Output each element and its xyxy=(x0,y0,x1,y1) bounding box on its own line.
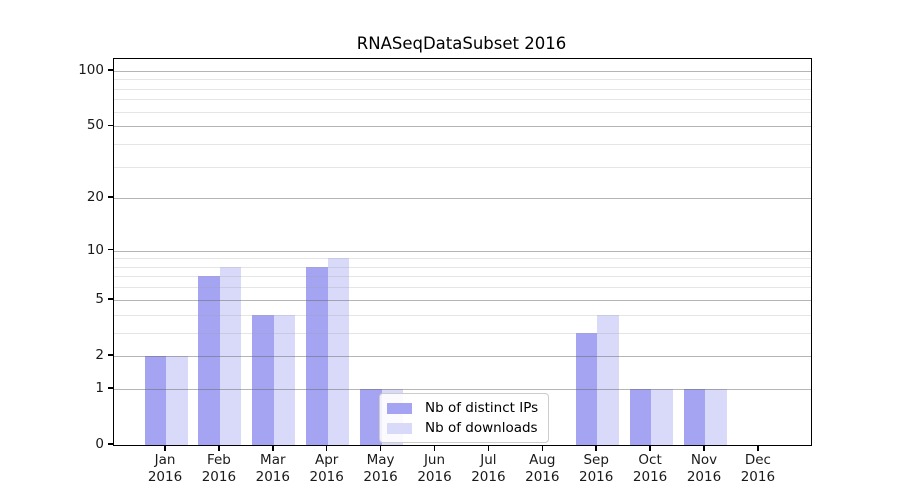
legend-entry-distinct-ips: Nb of distinct IPs xyxy=(387,400,538,416)
gridline-4 xyxy=(114,314,811,316)
y-axis-label-2: 2 xyxy=(95,346,104,363)
bar-sep-downloads xyxy=(597,314,619,445)
x-axis-label-sep: Sep 2016 xyxy=(579,452,614,485)
x-axis-tick-oct xyxy=(649,445,651,451)
gridline-20 xyxy=(114,198,811,200)
x-axis-tick-nov xyxy=(703,445,705,451)
y-axis-tick-20 xyxy=(108,196,113,199)
gridline-80 xyxy=(114,88,811,90)
y-axis-label-20: 20 xyxy=(86,189,104,206)
x-axis-label-jan: Jan 2016 xyxy=(147,452,183,485)
y-axis-tick-0 xyxy=(108,443,113,445)
x-axis-tick-dec xyxy=(757,445,759,451)
x-axis-label-apr: Apr 2016 xyxy=(309,452,344,485)
bar-oct-distinct-ips xyxy=(629,388,652,445)
x-axis-tick-jun xyxy=(433,445,436,451)
y-axis-tick-10 xyxy=(108,248,113,251)
x-axis-tick-may xyxy=(379,445,382,451)
bar-apr-downloads xyxy=(327,258,350,445)
gridline-50 xyxy=(114,126,811,128)
legend-label-distinct-ips: Nb of distinct IPs xyxy=(425,400,539,416)
bar-nov-distinct-ips xyxy=(683,388,705,445)
x-axis-label-mar: Mar 2016 xyxy=(255,452,290,485)
x-axis-tick-feb xyxy=(218,445,220,451)
bar-may-distinct-ips xyxy=(360,388,382,445)
x-axis-label-dec: Dec 2016 xyxy=(740,452,776,485)
chart-title: RNASeqDataSubset 2016 xyxy=(356,34,567,53)
legend-swatch-downloads xyxy=(387,422,412,434)
y-axis-label-100: 100 xyxy=(78,61,104,78)
bar-jan-downloads xyxy=(166,355,188,445)
y-axis-tick-100 xyxy=(108,69,113,71)
y-axis-label-10: 10 xyxy=(86,241,104,258)
gridline-9 xyxy=(114,258,811,260)
y-axis-tick-5 xyxy=(108,297,113,300)
gridline-1 xyxy=(114,388,811,390)
bar-jan-distinct-ips xyxy=(144,355,166,445)
gridline-40 xyxy=(114,143,811,145)
gridline-90 xyxy=(114,79,811,81)
x-axis-tick-apr xyxy=(325,445,328,451)
y-axis-label-1: 1 xyxy=(95,379,104,396)
gridline-7 xyxy=(114,276,811,278)
gridline-6 xyxy=(114,287,811,289)
x-axis-label-nov: Nov 2016 xyxy=(686,452,722,485)
gridline-60 xyxy=(114,111,811,113)
gridline-10 xyxy=(114,250,811,252)
legend-entry-downloads: Nb of downloads xyxy=(387,420,538,436)
x-axis-label-oct: Oct 2016 xyxy=(632,452,668,485)
gridline-100 xyxy=(114,70,811,72)
bar-oct-downloads xyxy=(651,388,673,445)
gridline-8 xyxy=(114,266,811,268)
bar-mar-distinct-ips xyxy=(252,314,274,445)
y-axis-tick-1 xyxy=(108,387,113,389)
y-axis-label-5: 5 xyxy=(95,290,104,307)
x-axis-tick-jul xyxy=(487,445,490,451)
plot-area: Nb of distinct IPs Nb of downloads xyxy=(113,58,812,446)
y-axis-label-50: 50 xyxy=(86,117,104,134)
gridline-5 xyxy=(114,299,811,301)
x-axis-label-jul: Jul 2016 xyxy=(471,452,506,485)
x-axis-tick-jan xyxy=(164,445,166,451)
bar-sep-distinct-ips xyxy=(575,332,598,445)
gridline-3 xyxy=(114,332,811,334)
x-axis-label-aug: Aug 2016 xyxy=(525,452,560,485)
gridline-30 xyxy=(114,166,811,168)
y-axis-tick-50 xyxy=(108,124,113,127)
gridline-2 xyxy=(114,355,811,357)
x-axis-tick-sep xyxy=(595,445,597,451)
bar-feb-downloads xyxy=(219,266,242,445)
x-axis-tick-mar xyxy=(272,445,274,451)
x-axis-label-may: May 2016 xyxy=(363,452,398,485)
x-axis-tick-aug xyxy=(541,445,544,451)
bar-apr-distinct-ips xyxy=(306,266,328,445)
x-axis-label-jun: Jun 2016 xyxy=(417,452,452,485)
y-axis-label-0: 0 xyxy=(95,436,104,452)
bar-mar-downloads xyxy=(273,314,296,445)
legend-swatch-distinct-ips xyxy=(387,402,412,414)
bar-feb-distinct-ips xyxy=(198,276,220,445)
y-axis-tick-2 xyxy=(108,354,113,356)
legend-label-downloads: Nb of downloads xyxy=(425,420,538,436)
gridline-70 xyxy=(114,99,811,101)
legend: Nb of distinct IPs Nb of downloads xyxy=(379,393,550,443)
bar-nov-downloads xyxy=(705,388,727,445)
x-axis-label-feb: Feb 2016 xyxy=(201,452,237,485)
